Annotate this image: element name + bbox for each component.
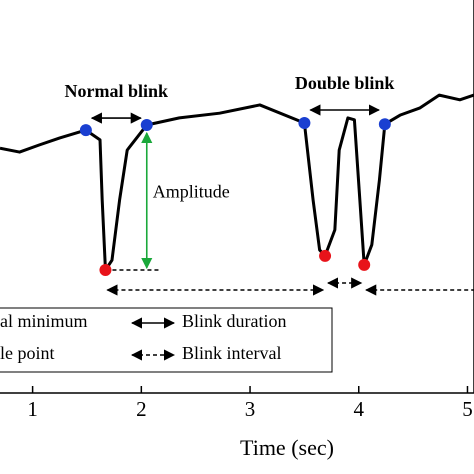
legend-label: Blink interval [182,343,281,363]
annotation: Amplitude [153,182,230,202]
x-tick-label: 1 [27,397,38,421]
signal-line [0,93,474,272]
marker-point [358,258,371,271]
marker-point [140,118,153,131]
plot-frame [0,0,474,394]
x-tick-label: 3 [245,397,256,421]
annotation: Double blink [295,73,395,93]
x-tick-label: 5 [462,397,473,421]
marker-point [298,117,311,130]
legend-label: le point [0,343,55,363]
x-tick-label: 2 [136,397,147,421]
x-axis-label: Time (sec) [240,435,334,460]
legend-label: al minimum [0,311,88,331]
x-tick-label: 4 [354,397,365,421]
marker-point [99,263,112,276]
legend-label: Blink duration [182,311,287,331]
marker-point [79,124,92,137]
annotation: Normal blink [65,81,169,101]
marker-point [378,118,391,131]
marker-point [319,249,332,262]
